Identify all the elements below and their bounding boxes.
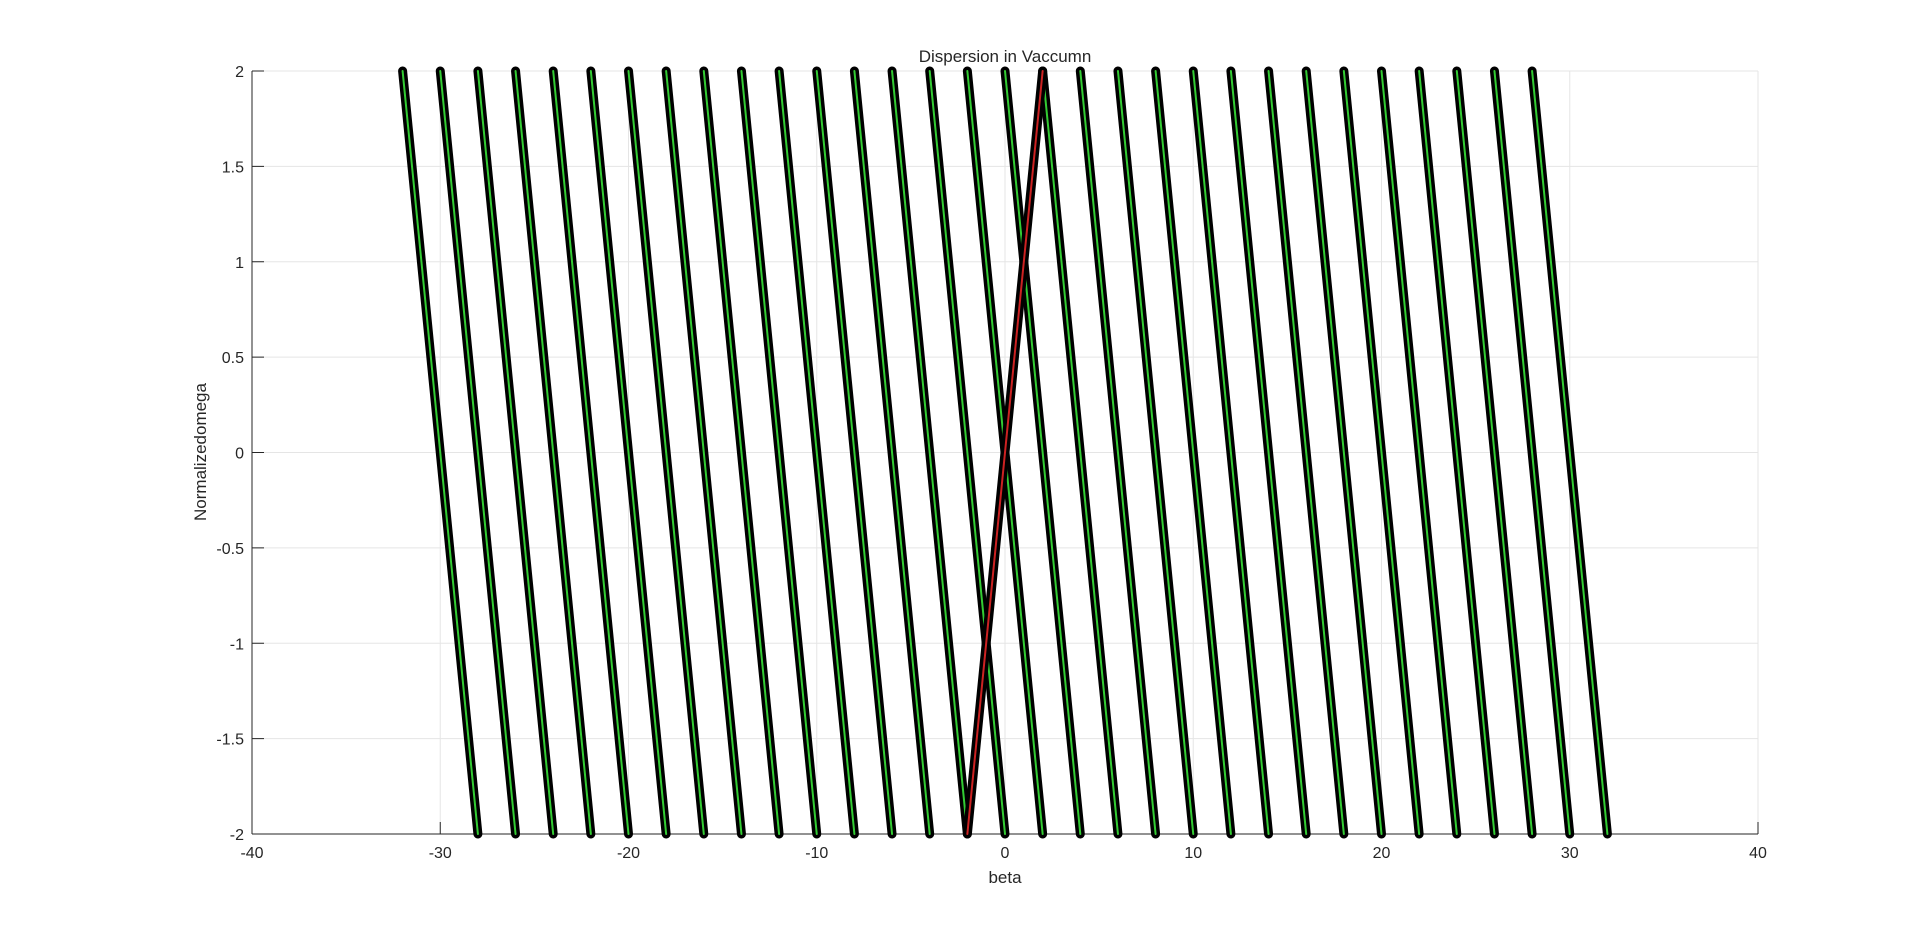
x-tick-label: 10 [1184,845,1202,862]
x-tick-label: 30 [1561,845,1579,862]
x-tick-label: 0 [1001,845,1010,862]
y-tick-label: 1.5 [222,159,244,176]
x-axis-title: beta [988,868,1022,887]
x-tick-label: 40 [1749,845,1767,862]
y-tick-label: -2 [230,827,244,844]
x-tick-label: -30 [429,845,452,862]
y-tick-label: 1 [235,255,244,272]
x-tick-label: -20 [617,845,640,862]
y-tick-label: 2 [235,64,244,81]
chart-title: Dispersion in Vaccumn [919,47,1092,66]
y-tick-label: -1 [230,636,244,653]
x-tick-label: -10 [805,845,828,862]
x-tick-label: -40 [240,845,263,862]
x-tick-label: 20 [1373,845,1391,862]
y-tick-label: 0 [235,446,244,463]
y-tick-label: 0.5 [222,350,244,367]
y-tick-label: -1.5 [216,732,244,749]
y-tick-label: -0.5 [216,541,244,558]
y-axis-title: Normalizedomega [191,382,210,520]
